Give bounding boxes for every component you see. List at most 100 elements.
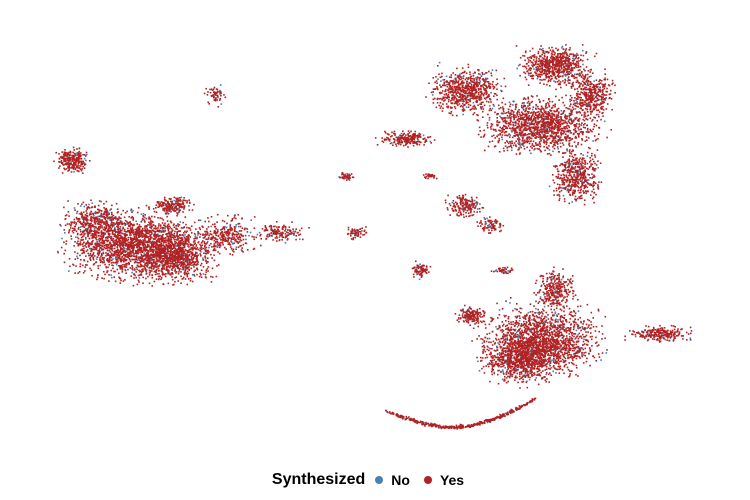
data-point bbox=[142, 227, 144, 230]
data-point bbox=[195, 237, 197, 240]
data-point bbox=[78, 170, 80, 173]
data-point bbox=[528, 74, 530, 76]
data-point bbox=[152, 260, 155, 262]
data-point bbox=[157, 217, 159, 219]
data-point bbox=[165, 273, 167, 275]
data-point bbox=[118, 243, 121, 245]
data-point bbox=[268, 225, 271, 228]
data-point bbox=[669, 337, 672, 340]
data-point bbox=[123, 259, 125, 261]
data-point bbox=[244, 227, 246, 230]
data-point bbox=[69, 154, 72, 156]
data-point bbox=[126, 220, 128, 223]
data-point bbox=[73, 222, 75, 224]
data-point bbox=[519, 143, 521, 145]
data-point bbox=[505, 371, 508, 374]
data-point bbox=[81, 248, 83, 250]
data-point bbox=[664, 338, 666, 341]
data-point bbox=[200, 248, 203, 250]
data-point bbox=[90, 217, 92, 220]
data-point bbox=[235, 225, 237, 228]
data-point bbox=[230, 248, 233, 250]
data-point bbox=[111, 249, 114, 252]
data-point bbox=[260, 244, 262, 247]
data-point bbox=[518, 127, 521, 129]
data-point bbox=[133, 223, 135, 226]
data-point bbox=[103, 203, 105, 205]
data-point bbox=[197, 261, 199, 263]
data-point bbox=[594, 169, 596, 172]
data-point bbox=[129, 247, 131, 249]
data-point bbox=[179, 256, 181, 258]
data-point bbox=[574, 73, 576, 76]
data-point bbox=[116, 251, 119, 253]
data-point bbox=[88, 242, 90, 245]
data-point bbox=[110, 208, 112, 210]
data-point bbox=[53, 160, 55, 163]
data-point bbox=[125, 259, 127, 262]
data-point bbox=[284, 230, 286, 232]
data-point bbox=[182, 278, 184, 280]
data-point bbox=[85, 264, 87, 266]
data-point bbox=[182, 257, 184, 260]
data-point bbox=[102, 251, 105, 254]
data-point bbox=[191, 258, 194, 260]
data-point bbox=[177, 264, 179, 266]
data-point bbox=[277, 230, 279, 232]
data-point bbox=[504, 268, 507, 270]
data-point bbox=[188, 241, 190, 243]
data-point bbox=[216, 240, 219, 243]
data-point bbox=[67, 156, 69, 158]
data-point bbox=[182, 240, 185, 243]
data-point bbox=[136, 256, 138, 259]
data-point bbox=[501, 369, 504, 371]
data-point bbox=[120, 260, 122, 262]
data-point bbox=[146, 246, 149, 249]
data-point bbox=[192, 257, 195, 259]
data-point bbox=[493, 371, 496, 374]
data-point bbox=[270, 232, 272, 234]
data-point bbox=[154, 250, 157, 252]
data-point bbox=[106, 240, 109, 243]
data-point bbox=[128, 261, 130, 264]
data-point bbox=[404, 137, 407, 139]
data-point bbox=[398, 416, 401, 418]
data-point bbox=[121, 239, 124, 242]
data-point bbox=[84, 214, 87, 216]
data-point bbox=[155, 204, 158, 206]
data-point bbox=[130, 209, 132, 212]
data-point bbox=[173, 196, 176, 199]
data-point bbox=[130, 231, 133, 233]
data-point bbox=[461, 208, 463, 210]
data-point bbox=[516, 67, 518, 70]
data-point bbox=[124, 244, 126, 246]
data-point bbox=[180, 238, 183, 240]
data-point bbox=[181, 236, 183, 239]
data-point bbox=[101, 248, 104, 251]
data-point bbox=[149, 256, 152, 258]
data-point bbox=[159, 244, 162, 247]
data-point bbox=[200, 269, 203, 271]
data-point bbox=[557, 319, 559, 321]
data-point bbox=[80, 259, 82, 261]
data-point bbox=[544, 347, 547, 349]
data-point bbox=[232, 243, 234, 245]
data-point bbox=[501, 138, 504, 141]
data-point bbox=[215, 234, 217, 237]
data-point bbox=[196, 237, 198, 240]
data-point bbox=[190, 225, 193, 227]
data-point bbox=[123, 222, 126, 224]
data-point bbox=[551, 359, 553, 361]
data-point bbox=[109, 209, 111, 212]
data-point bbox=[166, 245, 168, 248]
data-point bbox=[127, 222, 130, 225]
data-point bbox=[159, 217, 161, 219]
data-point bbox=[171, 243, 174, 245]
data-point bbox=[117, 265, 120, 267]
data-point bbox=[173, 247, 176, 249]
data-point bbox=[126, 210, 128, 213]
data-point bbox=[208, 238, 210, 240]
data-point bbox=[106, 230, 109, 232]
data-point bbox=[174, 277, 176, 279]
data-point bbox=[195, 251, 197, 254]
